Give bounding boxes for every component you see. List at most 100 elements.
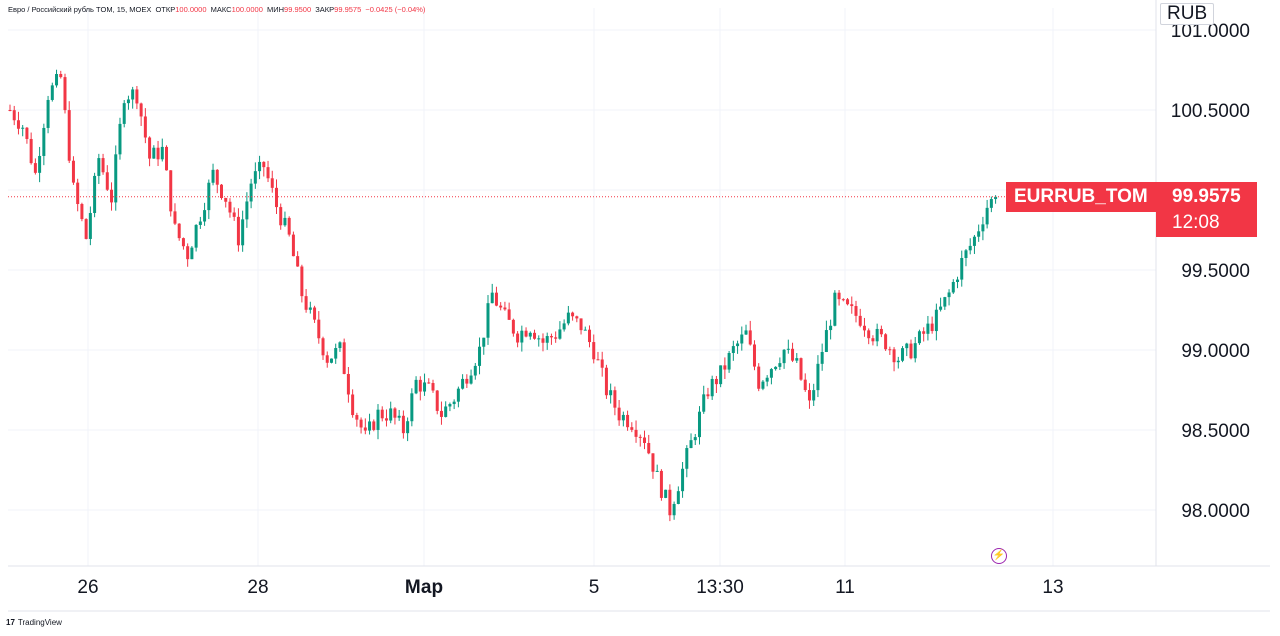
candle-body: [444, 406, 448, 417]
candle-body: [960, 257, 964, 280]
candle-body: [676, 491, 680, 504]
candle-body: [380, 409, 384, 419]
candle-body: [173, 211, 177, 224]
candle-body: [401, 415, 405, 434]
candle-body: [439, 410, 443, 417]
candle-body: [558, 329, 562, 339]
candle-body: [545, 336, 549, 343]
candle-body: [651, 453, 655, 472]
candle-body: [638, 436, 642, 438]
candle-body: [740, 334, 744, 344]
candle-body: [867, 330, 871, 339]
candle-body: [685, 448, 689, 469]
candle-body: [88, 213, 92, 239]
candle-body: [761, 381, 765, 389]
candle-body: [169, 170, 173, 212]
candle-body: [423, 382, 427, 392]
candle-body: [710, 378, 714, 397]
x-tick-label: 13: [1042, 577, 1063, 598]
candle-body: [245, 201, 249, 220]
candle-body: [951, 281, 955, 293]
high-label: МАКС: [210, 5, 232, 14]
candle-body: [317, 319, 321, 339]
candle-body: [909, 343, 913, 359]
candle-body: [507, 309, 511, 320]
candle-body: [791, 348, 795, 361]
candle-body: [989, 199, 993, 208]
candle-body: [486, 303, 490, 338]
candle-body: [765, 377, 769, 382]
candle-body: [283, 217, 287, 226]
tradingview-logo: 17: [6, 618, 15, 627]
candle-body: [714, 378, 718, 385]
candle-body: [148, 137, 152, 159]
candle-body: [786, 348, 790, 350]
candle-body: [351, 394, 355, 416]
candle-body: [693, 437, 697, 441]
candle-body: [300, 266, 304, 297]
candle-body: [702, 394, 706, 412]
currency-selector[interactable]: RUB: [1160, 3, 1215, 25]
candle-body: [296, 256, 300, 267]
low-value: 99.9500: [284, 5, 312, 14]
candle-body: [465, 378, 469, 384]
candle-body: [431, 383, 435, 391]
candle-body: [697, 411, 701, 438]
candle-body: [452, 401, 456, 405]
candle-body: [896, 360, 900, 363]
candle-body: [321, 338, 325, 356]
candle-body: [604, 367, 608, 396]
candle-body: [406, 421, 410, 434]
x-tick-label: 26: [77, 577, 98, 598]
candle-body: [160, 146, 164, 160]
candle-body: [752, 344, 756, 367]
candle-body: [972, 236, 976, 246]
candle-body: [410, 393, 414, 422]
candle-body: [304, 296, 308, 310]
candle-body: [930, 323, 934, 332]
candle-body: [55, 74, 59, 86]
candle-body: [879, 328, 883, 335]
candle-body: [21, 127, 25, 129]
candle-body: [194, 224, 198, 248]
candle-body: [807, 390, 811, 401]
candle-body: [135, 89, 139, 104]
candle-body: [706, 394, 710, 397]
candle-body: [757, 366, 761, 389]
candle-body: [626, 414, 630, 428]
change-value: −0.0425 (−0.04%): [365, 5, 426, 14]
candle-body: [372, 421, 376, 430]
candle-body: [241, 219, 245, 246]
candle-body: [833, 292, 837, 326]
candle-body: [165, 146, 169, 171]
candle-body: [719, 365, 723, 385]
tradingview-branding[interactable]: 17 TradingView: [6, 618, 62, 627]
symbol-legend: Евро / Российский рубль TOM, 15, MOEX ОТ…: [8, 5, 425, 14]
candle-body: [803, 379, 807, 391]
candle-body: [262, 161, 266, 168]
bar-countdown: 12:08: [1172, 212, 1220, 233]
candle-body: [943, 297, 947, 307]
candle-body: [613, 390, 617, 408]
candle-body: [232, 212, 236, 217]
ticker-label: EURRUB_TOM: [1006, 182, 1156, 212]
candle-body: [617, 407, 621, 421]
candle-body: [634, 429, 638, 437]
candle-body: [934, 309, 938, 332]
candle-body: [308, 307, 312, 310]
candle-body: [537, 338, 541, 340]
candle-body: [799, 358, 803, 380]
candle-body: [744, 330, 748, 335]
candle-body: [291, 234, 295, 257]
candle-body: [884, 334, 888, 350]
axes: 98.0000 98.5000 99.0000 99.5000 100.0000 100.…: [8, 0, 1270, 612]
candle-body: [359, 419, 363, 428]
candle-body: [528, 332, 532, 337]
candle-body: [84, 219, 88, 239]
candle-body: [342, 342, 346, 374]
candle-body: [448, 404, 452, 407]
lightning-icon[interactable]: ⚡: [991, 548, 1007, 564]
candle-body: [672, 503, 676, 516]
candle-body: [427, 382, 431, 384]
